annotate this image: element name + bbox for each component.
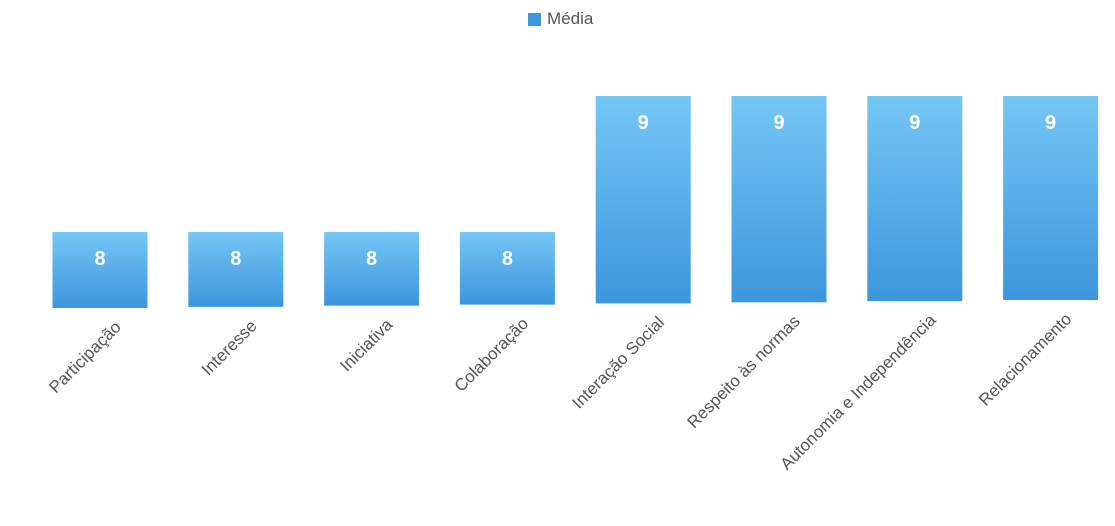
category-label-0: Participação	[45, 317, 125, 397]
bar-6	[867, 96, 963, 302]
category-label-2: Iniciativa	[336, 315, 397, 376]
data-label-2: 8	[366, 248, 377, 270]
bar-1	[188, 232, 284, 307]
chart-legend: Média	[528, 9, 593, 29]
data-label-3: 8	[502, 248, 513, 270]
data-label-6: 9	[909, 112, 920, 134]
data-label-7: 9	[1045, 112, 1056, 134]
category-label-7: Relacionamento	[975, 309, 1075, 409]
bar-3	[459, 232, 555, 305]
data-label-1: 8	[230, 248, 241, 270]
data-label-4: 9	[638, 112, 649, 134]
category-label-3: Colaboração	[451, 314, 533, 396]
bar-0	[52, 232, 148, 308]
bar-4	[595, 96, 691, 304]
bar-7	[1003, 96, 1099, 300]
category-label-1: Interesse	[198, 316, 261, 379]
category-label-6: Autonomia e Independência	[776, 310, 940, 474]
bar-2	[324, 232, 420, 306]
legend-label-media: Média	[547, 9, 594, 28]
category-label-4: Interação Social	[568, 313, 668, 413]
data-label-5: 9	[773, 112, 784, 134]
data-label-0: 8	[94, 248, 105, 270]
bar-5	[731, 96, 827, 303]
category-label-5: Respeito às normas	[683, 312, 803, 432]
legend-swatch-media	[528, 12, 541, 26]
